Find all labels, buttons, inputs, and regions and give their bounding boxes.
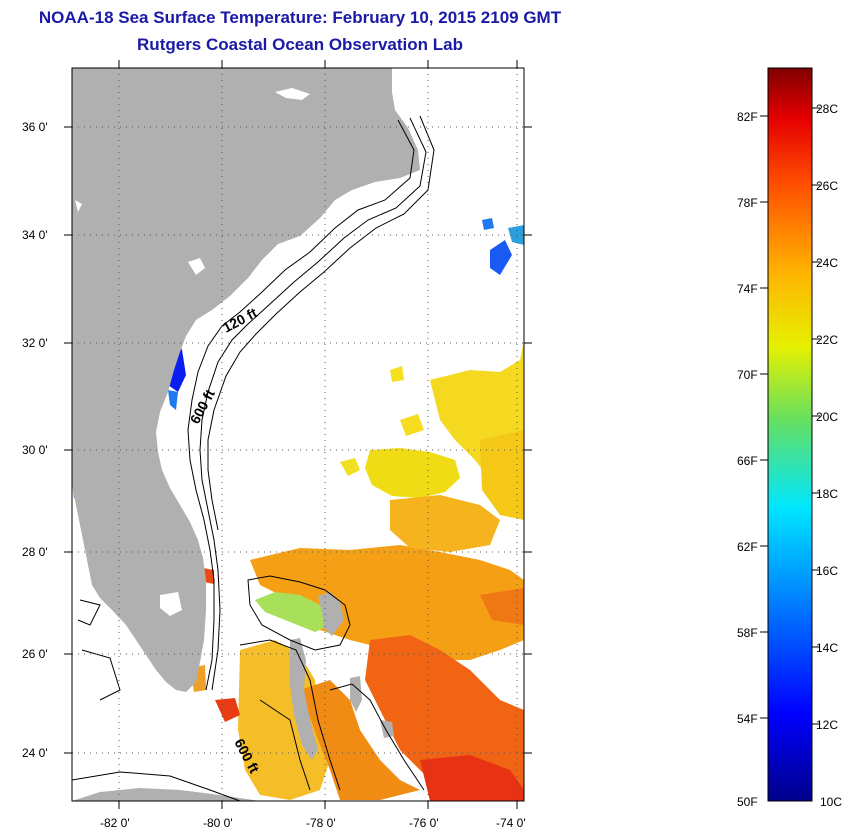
lat-label: 28 0' <box>22 545 48 559</box>
lat-label: 26 0' <box>22 647 48 661</box>
colorbar-ticks <box>760 107 820 725</box>
lat-label: 36 0' <box>22 120 48 134</box>
longitude-labels: -82 0' -80 0' -78 0' -76 0' -74 0' <box>100 816 526 830</box>
celsius-label: 28C <box>816 102 838 116</box>
fahrenheit-label: 66F <box>737 454 758 468</box>
lat-label: 30 0' <box>22 443 48 457</box>
depth-contours <box>72 115 435 801</box>
lat-label: 24 0' <box>22 746 48 760</box>
celsius-label: 16C <box>816 564 838 578</box>
colorbar-fahrenheit-labels: 82F 78F 74F 70F 66F 62F 58F 54F 50F <box>737 110 758 809</box>
colorbar-celsius-labels: 28C 26C 24C 22C 20C 18C 16C 14C 12C 10C <box>816 102 842 809</box>
colorbar-gradient <box>767 67 813 802</box>
celsius-label: 10C <box>820 795 842 809</box>
lon-label: -74 0' <box>496 816 526 830</box>
lon-label: -76 0' <box>409 816 439 830</box>
lon-label: -78 0' <box>306 816 336 830</box>
fahrenheit-label: 74F <box>737 282 758 296</box>
lat-label: 32 0' <box>22 336 48 350</box>
lon-label: -80 0' <box>203 816 233 830</box>
celsius-label: 12C <box>816 718 838 732</box>
land-masses <box>72 68 420 801</box>
fahrenheit-label: 50F <box>737 795 758 809</box>
celsius-label: 18C <box>816 487 838 501</box>
map-panel: 120 ft 600 ft 600 ft 36 0' 34 0' 3 <box>22 60 532 830</box>
fahrenheit-label: 70F <box>737 368 758 382</box>
fahrenheit-label: 54F <box>737 712 758 726</box>
sst-data-patches <box>73 218 524 801</box>
axis-ticks <box>64 60 532 809</box>
celsius-label: 20C <box>816 410 838 424</box>
graticule-grid <box>72 68 524 801</box>
map-title: NOAA-18 Sea Surface Temperature: Februar… <box>38 8 562 27</box>
celsius-label: 26C <box>816 179 838 193</box>
celsius-label: 24C <box>816 256 838 270</box>
fahrenheit-label: 58F <box>737 626 758 640</box>
map-subtitle: Rutgers Coastal Ocean Observation Lab <box>137 35 463 54</box>
fahrenheit-label: 78F <box>737 196 758 210</box>
fahrenheit-label: 62F <box>737 540 758 554</box>
lon-label: -82 0' <box>100 816 130 830</box>
lat-label: 34 0' <box>22 228 48 242</box>
celsius-label: 22C <box>816 333 838 347</box>
latitude-labels: 36 0' 34 0' 32 0' 30 0' 28 0' 26 0' 24 0… <box>22 120 48 760</box>
celsius-label: 14C <box>816 641 838 655</box>
fahrenheit-label: 82F <box>737 110 758 124</box>
temperature-colorbar: 82F 78F 74F 70F 66F 62F 58F 54F 50F 28C … <box>737 67 842 809</box>
